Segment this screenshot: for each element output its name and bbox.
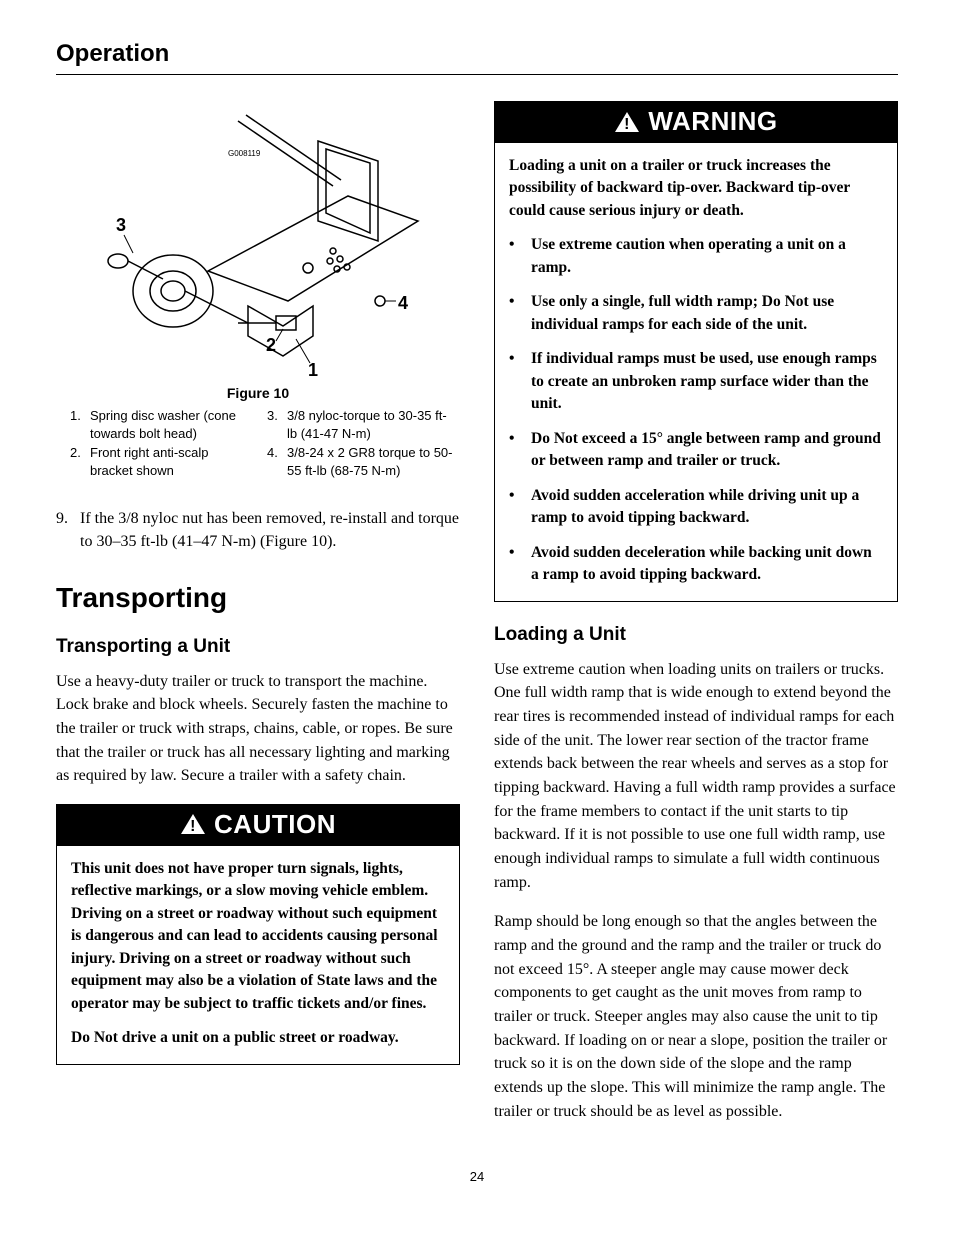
legend-text: Spring disc washer (cone towards bolt he… <box>90 407 243 442</box>
legend-number: 4. <box>267 444 287 479</box>
bullet-icon: • <box>509 485 531 530</box>
paragraph-loading-1: Use extreme caution when loading units o… <box>494 658 898 895</box>
legend-item: 2. Front right anti-scalp bracket shown <box>70 444 243 479</box>
legend-number: 1. <box>70 407 90 442</box>
bullet-text: Avoid sudden deceleration while backing … <box>531 542 883 587</box>
paragraph-transporting-a-unit: Use a heavy-duty trailer or truck to tra… <box>56 670 460 788</box>
step-number: 9. <box>56 507 80 553</box>
bullet-text: Use extreme caution when operating a uni… <box>531 234 883 279</box>
warning-body: Loading a unit on a trailer or truck inc… <box>495 143 897 601</box>
figure-caption: Figure 10 <box>56 385 460 401</box>
legend-text: 3/8 nyloc-torque to 30-35 ft-lb (41-47 N… <box>287 407 454 442</box>
warning-bullet: •Use only a single, full width ramp; Do … <box>509 291 883 336</box>
procedure-step-list: 9. If the 3/8 nyloc nut has been removed… <box>56 507 460 553</box>
alert-triangle-icon: ! <box>614 111 640 133</box>
bullet-icon: • <box>509 542 531 587</box>
legend-number: 2. <box>70 444 90 479</box>
legend-text: Front right anti-scalp bracket shown <box>90 444 243 479</box>
caution-paragraph: Do Not drive a unit on a public street o… <box>71 1027 445 1049</box>
caution-paragraph: This unit does not have proper turn sign… <box>71 858 445 1015</box>
legend-item: 1. Spring disc washer (cone towards bolt… <box>70 407 243 442</box>
procedure-step-9: 9. If the 3/8 nyloc nut has been removed… <box>56 507 460 553</box>
bullet-text: Use only a single, full width ramp; Do N… <box>531 291 883 336</box>
section-rule <box>56 74 898 75</box>
bullet-text: Avoid sudden acceleration while driving … <box>531 485 883 530</box>
warning-box: ! WARNING Loading a unit on a trailer or… <box>494 101 898 602</box>
legend-item: 3. 3/8 nyloc-torque to 30-35 ft-lb (41-4… <box>267 407 454 442</box>
figure-legend-left: 1. Spring disc washer (cone towards bolt… <box>70 407 243 481</box>
page-number: 24 <box>56 1169 898 1184</box>
warning-bullet: •Do Not exceed a 15° angle between ramp … <box>509 428 883 473</box>
bullet-icon: • <box>509 428 531 473</box>
caution-box: ! CAUTION This unit does not have proper… <box>56 804 460 1065</box>
left-column: 3 2 4 1 G008119 Figure 10 <box>56 101 460 1139</box>
figure-10-drawing: 3 2 4 1 G008119 <box>78 101 438 381</box>
svg-text:!: ! <box>624 116 630 133</box>
alert-triangle-icon: ! <box>180 813 206 835</box>
bullet-icon: • <box>509 234 531 279</box>
step-text: If the 3/8 nyloc nut has been removed, r… <box>80 507 460 553</box>
figure-callout-3: 3 <box>116 215 126 235</box>
figure-callout-4: 4 <box>398 293 408 313</box>
warning-label: WARNING <box>648 106 777 137</box>
paragraph-loading-2: Ramp should be long enough so that the a… <box>494 910 898 1123</box>
legend-number: 3. <box>267 407 287 442</box>
bullet-icon: • <box>509 348 531 415</box>
bullet-text: Do Not exceed a 15° angle between ramp a… <box>531 428 883 473</box>
figure-legend: 1. Spring disc washer (cone towards bolt… <box>70 407 454 481</box>
figure-part-number: G008119 <box>228 149 261 158</box>
figure-callout-2: 2 <box>266 335 276 355</box>
warning-bullet: •Avoid sudden deceleration while backing… <box>509 542 883 587</box>
warning-bullet: •Avoid sudden acceleration while driving… <box>509 485 883 530</box>
section-heading: Operation <box>56 40 898 68</box>
two-column-layout: 3 2 4 1 G008119 Figure 10 <box>56 101 898 1139</box>
right-column: ! WARNING Loading a unit on a trailer or… <box>494 101 898 1139</box>
heading-transporting-a-unit: Transporting a Unit <box>56 636 460 658</box>
caution-header: ! CAUTION <box>57 805 459 846</box>
warning-bullet: •If individual ramps must be used, use e… <box>509 348 883 415</box>
figure-legend-right: 3. 3/8 nyloc-torque to 30-35 ft-lb (41-4… <box>267 407 454 481</box>
caution-body: This unit does not have proper turn sign… <box>57 846 459 1064</box>
warning-header: ! WARNING <box>495 102 897 143</box>
caution-label: CAUTION <box>214 809 336 840</box>
heading-loading-a-unit: Loading a Unit <box>494 624 898 646</box>
warning-bullet-list: •Use extreme caution when operating a un… <box>509 234 883 586</box>
bullet-icon: • <box>509 291 531 336</box>
figure-10: 3 2 4 1 G008119 Figure 10 <box>56 101 460 401</box>
warning-bullet: •Use extreme caution when operating a un… <box>509 234 883 279</box>
svg-text:!: ! <box>190 818 196 835</box>
warning-intro: Loading a unit on a trailer or truck inc… <box>509 155 883 222</box>
legend-text: 3/8-24 x 2 GR8 torque to 50-55 ft-lb (68… <box>287 444 454 479</box>
bullet-text: If individual ramps must be used, use en… <box>531 348 883 415</box>
legend-item: 4. 3/8-24 x 2 GR8 torque to 50-55 ft-lb … <box>267 444 454 479</box>
heading-transporting: Transporting <box>56 582 460 614</box>
